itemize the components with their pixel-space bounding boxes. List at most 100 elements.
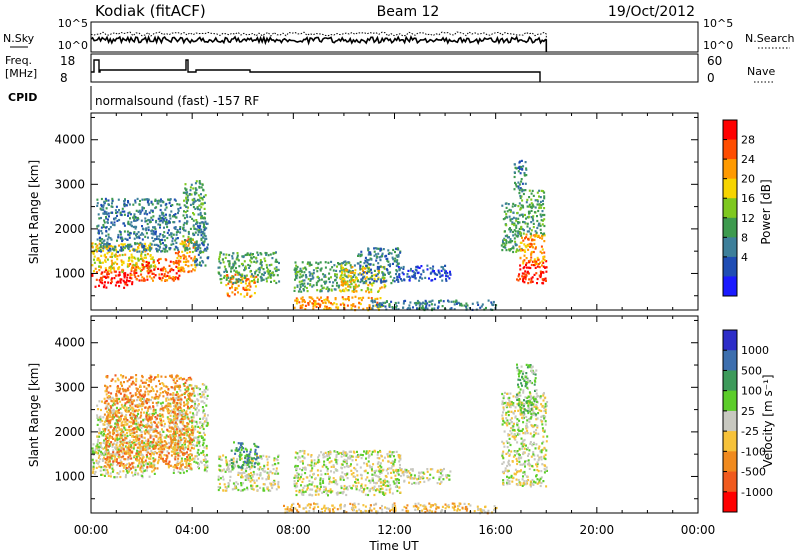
cpid-label: CPID [8, 91, 37, 104]
data-cell [250, 466, 253, 469]
data-cell [324, 266, 327, 269]
data-cell [293, 484, 296, 487]
data-cell [147, 198, 150, 201]
data-cell [189, 215, 192, 218]
data-cell [116, 411, 119, 414]
data-cell [259, 259, 262, 262]
data-cell [134, 271, 137, 274]
data-cell [339, 270, 342, 273]
data-cell [113, 277, 116, 280]
data-cell [320, 284, 323, 287]
data-cell [393, 277, 396, 280]
nave-label: Nave [747, 65, 775, 78]
data-cell [194, 207, 197, 210]
data-cell [383, 456, 386, 459]
data-cell [367, 253, 370, 256]
data-cell [518, 214, 521, 217]
data-cell [225, 253, 228, 256]
data-cell [131, 264, 134, 267]
data-cell [111, 431, 114, 434]
data-cell [111, 267, 114, 270]
data-cell [96, 250, 98, 253]
data-cell [261, 273, 264, 276]
data-cell [379, 287, 382, 290]
data-cell [455, 302, 458, 305]
data-cell [320, 300, 323, 303]
data-cell [294, 451, 297, 454]
data-cell [365, 265, 368, 268]
data-cell [346, 453, 349, 456]
data-cell [116, 421, 119, 424]
data-cell [159, 200, 162, 203]
data-cell [147, 203, 150, 206]
colorbar-swatch [723, 198, 737, 219]
data-cell [354, 305, 357, 308]
data-cell [134, 219, 137, 222]
data-cell [156, 443, 159, 447]
data-cell [198, 222, 201, 225]
data-cell [316, 289, 319, 292]
data-cell [116, 211, 119, 214]
data-cell [539, 213, 542, 216]
data-cell [116, 214, 118, 217]
data-cell [195, 461, 198, 464]
data-cell [421, 305, 424, 308]
data-cell [94, 267, 97, 270]
data-cell [340, 486, 343, 490]
data-cell [294, 299, 297, 302]
data-cell [100, 473, 103, 476]
data-cell [355, 488, 358, 491]
data-cell [363, 488, 365, 491]
data-cell [429, 468, 432, 471]
data-cell [200, 221, 203, 224]
data-cell [530, 234, 533, 237]
data-cell [507, 203, 510, 206]
data-cell [248, 266, 251, 269]
data-cell [332, 465, 335, 468]
data-cell [522, 215, 524, 218]
data-cell [261, 477, 264, 480]
data-cell [127, 396, 130, 399]
data-cell [217, 455, 220, 458]
data-cell [122, 222, 125, 225]
data-cell [334, 279, 336, 282]
data-cell [355, 290, 358, 293]
data-cell [182, 267, 185, 270]
data-cell [127, 233, 130, 236]
data-cell [521, 190, 524, 193]
data-cell [151, 236, 154, 239]
data-cell [258, 266, 261, 270]
data-cell [536, 277, 539, 281]
data-cell [389, 271, 392, 274]
data-cell [530, 221, 533, 224]
data-cell [303, 450, 306, 453]
data-cell [95, 271, 98, 274]
data-cell [342, 460, 345, 463]
data-cell [151, 443, 154, 446]
data-cell [153, 472, 156, 475]
data-cell [145, 227, 148, 230]
data-cell [143, 277, 146, 280]
data-cell [329, 450, 332, 453]
data-cell [386, 269, 389, 272]
data-cell [542, 265, 545, 268]
data-cell [320, 290, 323, 293]
data-cell [538, 204, 541, 207]
data-cell [406, 275, 409, 278]
data-cell [308, 296, 311, 299]
data-cell [127, 247, 130, 251]
data-cell [270, 273, 273, 276]
data-cell [116, 441, 119, 444]
data-cell [181, 443, 184, 447]
data-cell [217, 488, 220, 492]
data-cell [145, 450, 148, 453]
data-cell [194, 199, 197, 202]
data-cell [312, 272, 315, 275]
data-cell [463, 304, 466, 307]
data-cell [95, 445, 98, 448]
data-cell [127, 201, 130, 204]
data-cell [102, 466, 105, 469]
data-cell [509, 210, 512, 213]
data-cell [377, 479, 380, 482]
data-cell [540, 189, 543, 192]
